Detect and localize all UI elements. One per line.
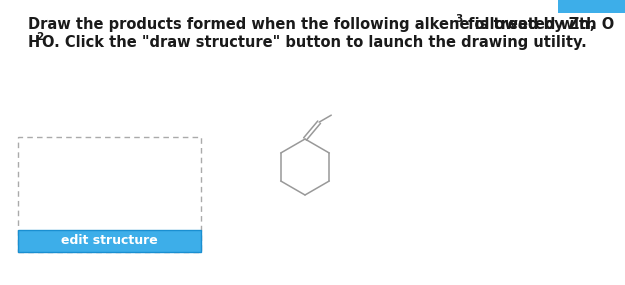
Text: H: H — [28, 35, 40, 50]
Text: 3: 3 — [455, 14, 462, 24]
FancyBboxPatch shape — [18, 230, 201, 252]
Text: Draw the products formed when the following alkene is treated with O: Draw the products formed when the follow… — [28, 17, 614, 32]
Text: O. Click the "draw structure" button to launch the drawing utility.: O. Click the "draw structure" button to … — [42, 35, 587, 50]
Text: edit structure: edit structure — [61, 235, 158, 247]
Text: 2: 2 — [36, 32, 43, 42]
FancyBboxPatch shape — [558, 0, 625, 13]
Text: followed by Zn,: followed by Zn, — [463, 17, 596, 32]
